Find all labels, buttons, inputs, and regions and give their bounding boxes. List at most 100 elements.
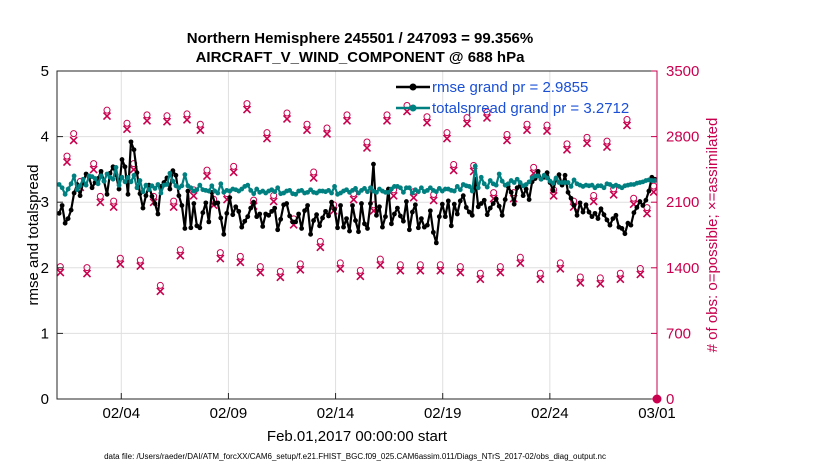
- series-rmse-point: [371, 161, 376, 167]
- series-rmse-point: [565, 189, 571, 195]
- series-rmse-point: [68, 207, 74, 213]
- series-totalspread-point: [65, 186, 71, 192]
- series-totalspread-point: [272, 189, 278, 195]
- series-rmse-point: [248, 205, 254, 211]
- obs-assimilated-stroke: [122, 125, 132, 134]
- obs-assimilated-stroke: [349, 195, 358, 204]
- obs-assimilated-marker: [422, 118, 432, 127]
- series-rmse-point: [344, 216, 349, 222]
- series-totalspread-point: [167, 170, 173, 176]
- obs-assimilated-stroke: [609, 190, 618, 199]
- obs-assimilated-marker: [462, 119, 472, 128]
- series-totalspread-point: [140, 189, 146, 195]
- series-rmse-point: [182, 226, 188, 231]
- series-rmse-point: [56, 210, 62, 216]
- series-rmse-point: [221, 231, 227, 237]
- obs-possible-marker: [463, 114, 471, 122]
- obs-possible-marker: [63, 152, 71, 160]
- legend-spread-marker: [409, 104, 417, 112]
- obs-assimilated-stroke: [376, 261, 385, 270]
- series-rmse-point: [203, 200, 209, 206]
- obs-assimilated-stroke: [89, 165, 98, 174]
- obs-possible-marker: [90, 160, 98, 168]
- obs-assimilated-stroke: [482, 113, 492, 123]
- series-totalspread-point: [365, 189, 370, 195]
- series-rmse-point: [305, 203, 311, 208]
- series-rmse-point: [278, 216, 284, 222]
- series-rmse-point: [389, 221, 394, 227]
- series-rmse-point: [287, 213, 293, 219]
- obs-assimilated-stroke: [356, 272, 365, 281]
- series-totalspread-point: [116, 182, 122, 188]
- series-rmse-point: [293, 219, 299, 225]
- obs-possible-marker: [123, 119, 131, 127]
- axis-ticks: 02/04 02/09 02/14 02/19 02/24 03/010123450700…: [41, 63, 700, 422]
- series-totalspread-point: [293, 191, 299, 197]
- series-rmse-point: [332, 207, 337, 212]
- series-totalspread-point: [469, 188, 475, 194]
- obs-assimilated-marker: [336, 264, 345, 273]
- series-rmse-point: [445, 198, 451, 204]
- obs-assimilated-marker: [609, 190, 618, 199]
- series-totalspread-point: [418, 185, 424, 191]
- obs-assimilated-stroke: [502, 136, 512, 145]
- obs-assimilated-stroke: [422, 118, 432, 127]
- series-totalspread-point: [98, 173, 104, 179]
- chart-title-line-1: Northern Hemisphere 245501 / 247093 = 99…: [187, 30, 533, 47]
- obs-possible-marker: [316, 237, 324, 245]
- obs-assimilated-stroke: [302, 126, 312, 135]
- series-totalspread-point: [245, 182, 251, 188]
- y-axis-right-label: # of obs: o=possible; ×=assimilated: [704, 118, 721, 353]
- series-rmse-point: [433, 240, 439, 246]
- obs-assimilated-marker: [562, 145, 572, 154]
- series-rmse-point: [65, 216, 71, 222]
- series-rmse-point: [556, 172, 562, 178]
- obs-assimilated-stroke: [642, 209, 652, 218]
- x-tick-label: 03/01: [638, 405, 676, 422]
- obs-possible-marker: [263, 129, 271, 137]
- obs-possible-marker: [336, 259, 344, 267]
- obs-assimilated-stroke: [462, 119, 472, 128]
- obs-assimilated-marker: [302, 126, 312, 135]
- series-rmse-point: [583, 202, 589, 208]
- series-rmse-point: [592, 210, 598, 216]
- series-totalspread-point: [484, 184, 490, 190]
- series-totalspread-point: [451, 188, 457, 194]
- obs-assimilated-marker: [169, 202, 178, 212]
- obs-assimilated-stroke: [282, 114, 292, 123]
- obs-assimilated-marker: [589, 197, 598, 206]
- series-totalspread-point: [496, 171, 502, 177]
- series-rmse-point: [296, 211, 302, 217]
- series-rmse-point: [628, 222, 634, 228]
- series-totalspread-point: [83, 182, 89, 188]
- y-right-tick-label: 700: [666, 325, 691, 342]
- obs-assimilated-stroke: [96, 198, 105, 207]
- series-rmse-point: [374, 212, 379, 218]
- y-tick-label: 0: [41, 391, 49, 408]
- obs-count-markers: [56, 100, 662, 404]
- obs-assimilated-marker: [316, 243, 325, 252]
- obs-assimilated-stroke: [102, 112, 112, 121]
- obs-assimilated-stroke: [549, 191, 558, 200]
- series-rmse-point: [119, 157, 125, 162]
- obs-possible-marker: [276, 267, 284, 275]
- series-rmse-point: [260, 224, 266, 229]
- series-rmse-point: [562, 172, 568, 178]
- obs-possible-marker: [596, 274, 604, 282]
- obs-assimilated-marker: [109, 202, 118, 212]
- series-totalspread-point: [481, 181, 487, 187]
- obs-assimilated-marker: [189, 191, 198, 200]
- series-totalspread-point: [505, 181, 511, 187]
- series-totalspread-point: [131, 172, 137, 178]
- series-rmse-point: [179, 203, 185, 208]
- obs-assimilated-marker: [482, 113, 492, 123]
- obs-assimilated-stroke: [556, 264, 565, 273]
- series-totalspread-point: [194, 187, 200, 193]
- obs-assimilated-marker: [82, 269, 92, 278]
- series-totalspread-point: [74, 187, 80, 193]
- series-rmse-point: [403, 199, 409, 204]
- series-rmse-point: [634, 205, 640, 210]
- obs-possible-marker: [236, 252, 244, 260]
- series-totalspread-point: [374, 189, 379, 195]
- series-rmse-point: [520, 193, 526, 199]
